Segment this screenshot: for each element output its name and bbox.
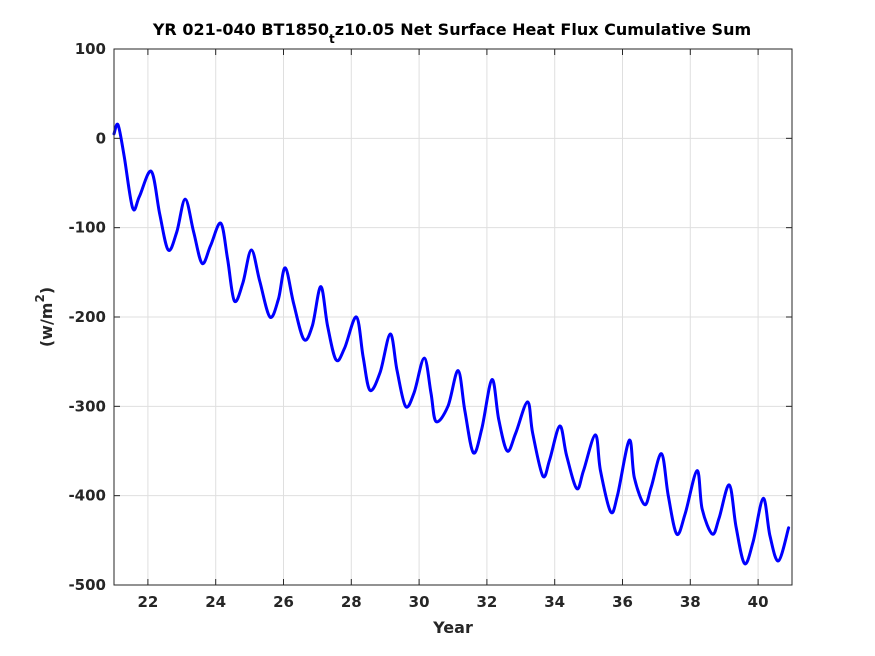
x-tick-label: 32	[476, 593, 497, 611]
x-tick-label: 34	[544, 593, 565, 611]
y-tick-label: -100	[68, 219, 106, 237]
y-tick-label: -400	[68, 487, 106, 505]
x-tick-label: 28	[341, 593, 362, 611]
y-axis-label-main: (w/m	[37, 303, 56, 348]
y-axis-label: (w/m2)	[33, 287, 56, 347]
y-tick-label: -300	[68, 397, 106, 415]
y-tick-label: 0	[96, 129, 106, 147]
y-axis-ticks: 100 0 -100 -200 -300 -400 -500	[68, 40, 792, 594]
x-tick-label: 22	[137, 593, 158, 611]
chart-title-main: YR 021-040 BT1850	[152, 20, 329, 39]
chart-title-subscript: t	[329, 32, 335, 46]
y-tick-label: -200	[68, 308, 106, 326]
x-axis-label: Year	[432, 618, 473, 637]
y-tick-label: 100	[75, 40, 106, 58]
chart-title-rest: z10.05 Net Surface Heat Flux Cumulative …	[335, 20, 751, 39]
y-axis-label-close: )	[37, 287, 56, 294]
y-axis-label-superscript: 2	[33, 294, 47, 302]
x-tick-label: 38	[680, 593, 701, 611]
x-tick-label: 40	[748, 593, 769, 611]
x-tick-label: 24	[205, 593, 226, 611]
x-tick-label: 26	[273, 593, 294, 611]
y-tick-label: -500	[68, 576, 106, 594]
x-tick-label: 36	[612, 593, 633, 611]
x-axis-ticks: 22 24 26 28 30 32 34 36 38 40	[137, 49, 769, 611]
x-tick-label: 30	[409, 593, 430, 611]
series-layer	[112, 122, 791, 566]
chart-title: YR 021-040 BT1850tz10.05 Net Surface Hea…	[152, 20, 751, 46]
series-line-0	[112, 122, 791, 566]
